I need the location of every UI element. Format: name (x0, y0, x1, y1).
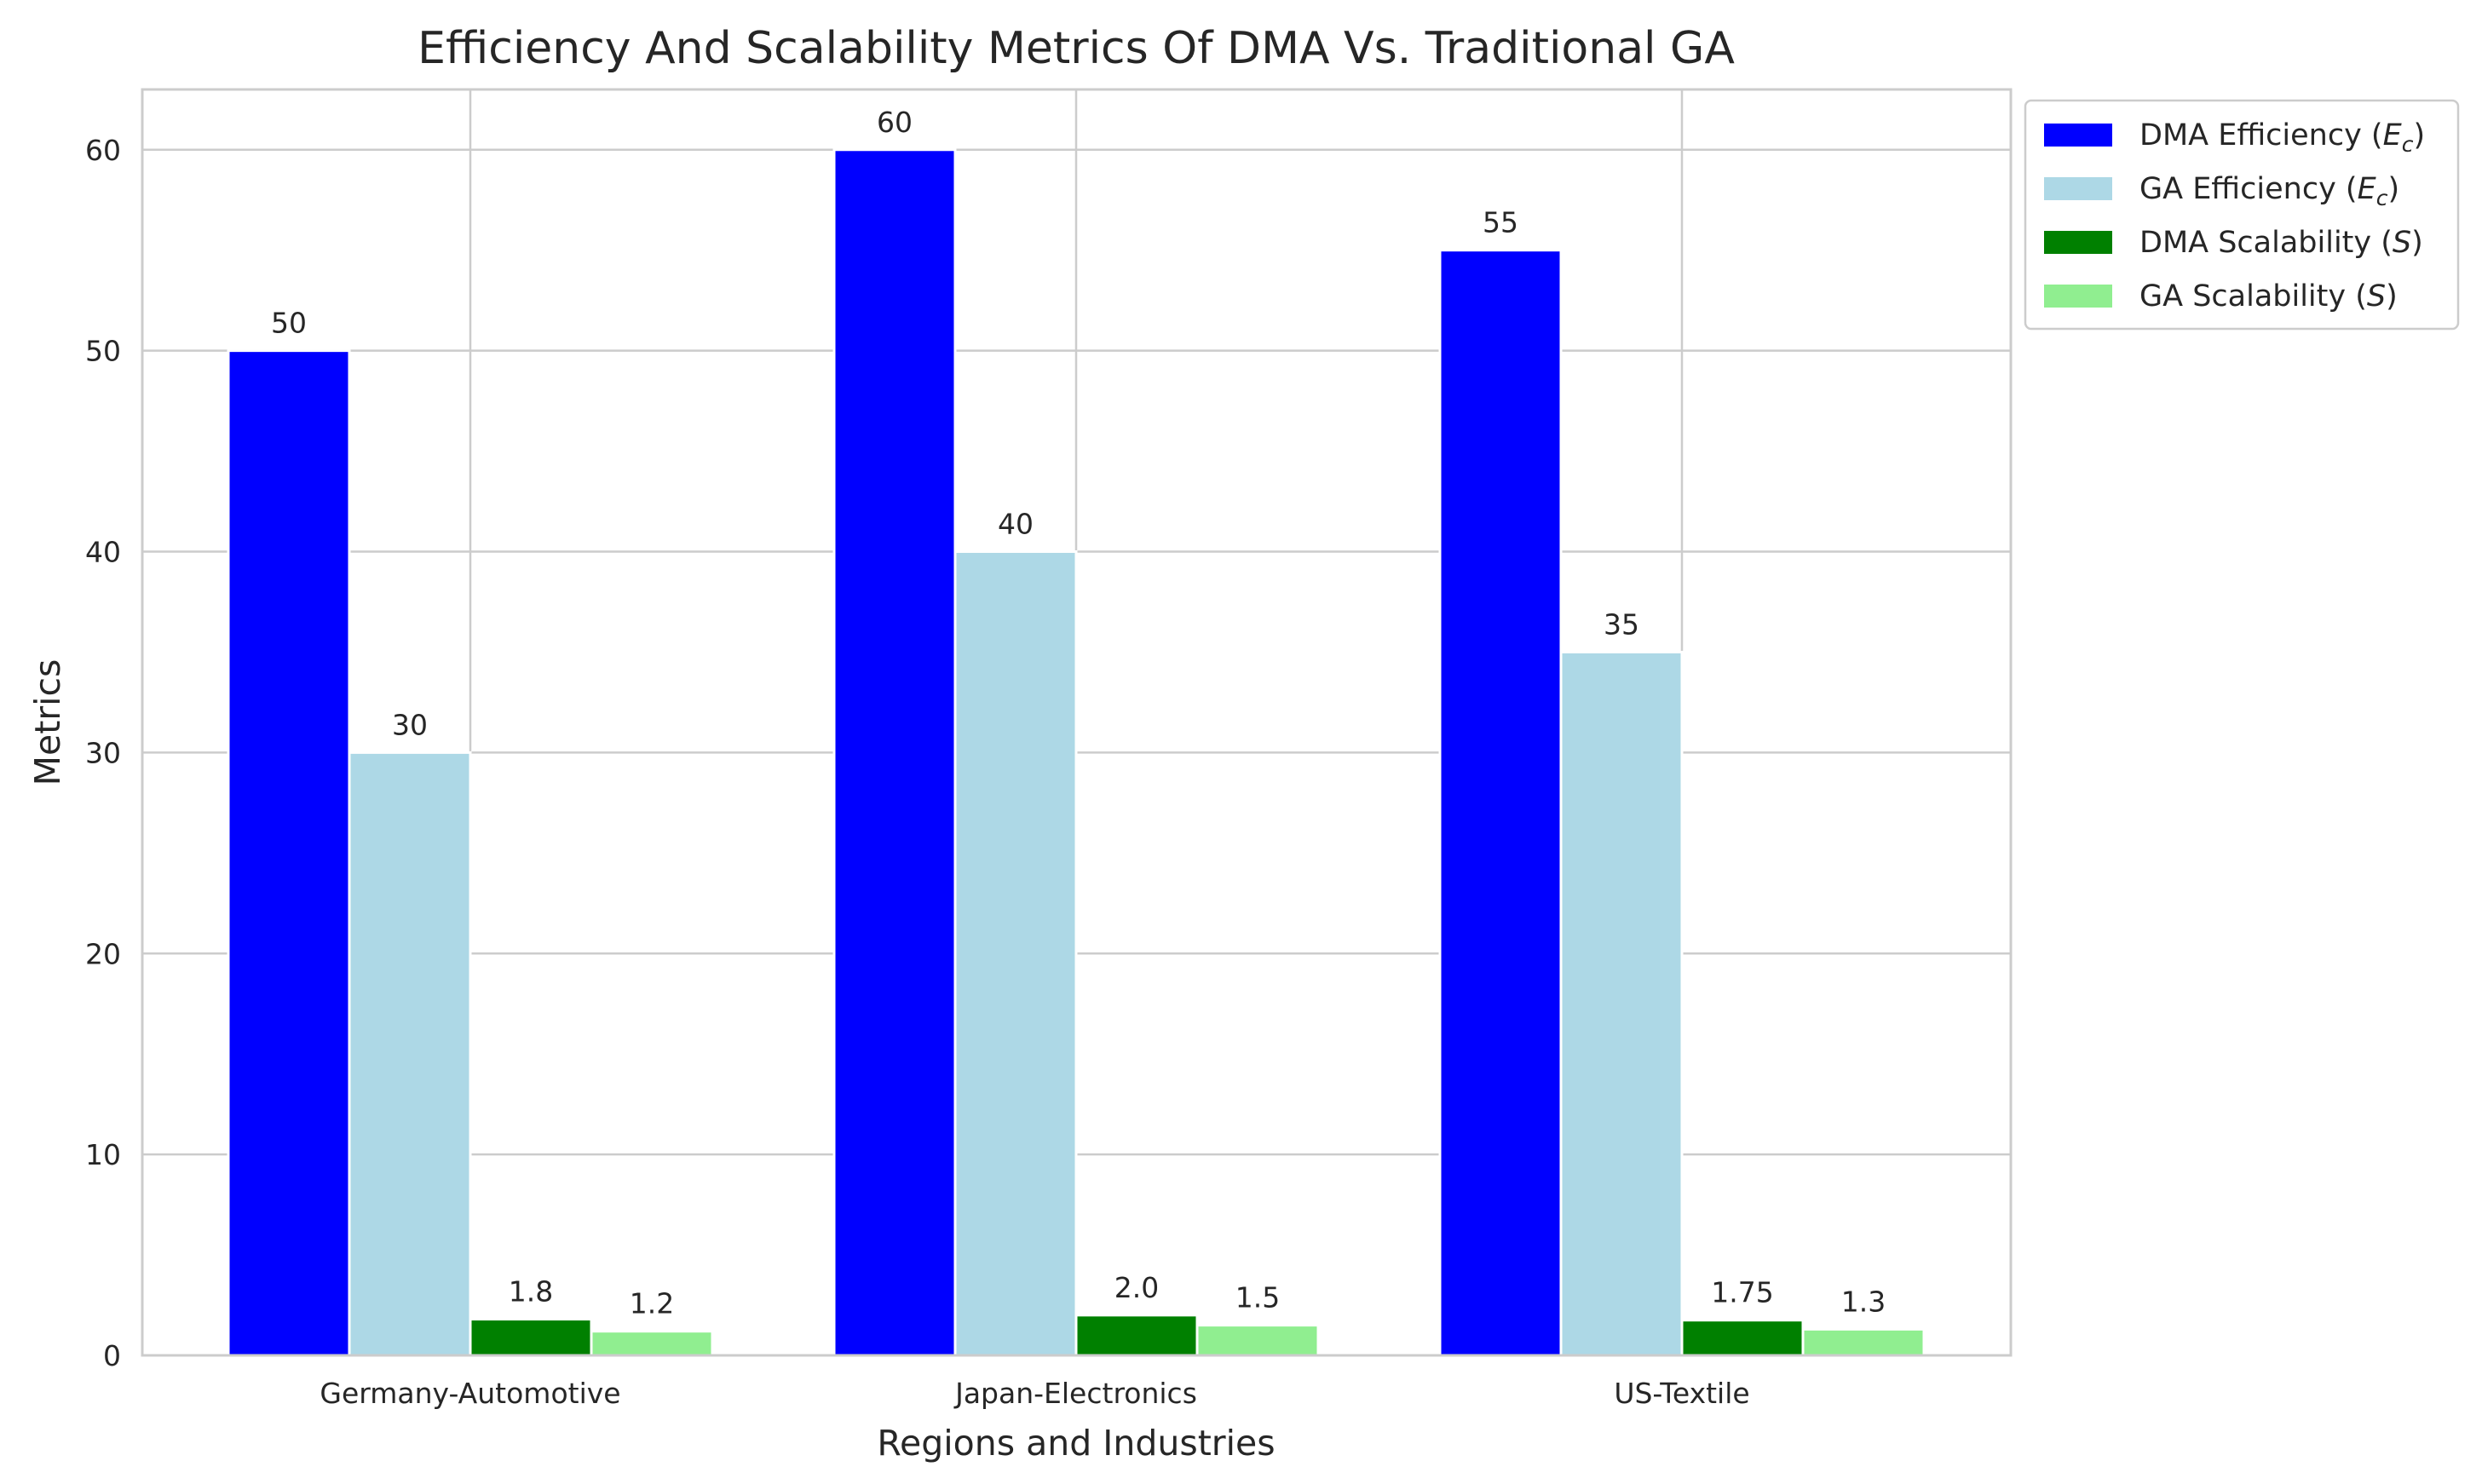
data-labels: 50 60 55 30 40 35 1.8 2.0 1.75 1.2 1.5 1.3 (271, 106, 1886, 1320)
x-tick-labels: Germany-Automotive Japan-Electronics US-Te… (320, 1377, 1749, 1410)
data-label: 1.3 (1841, 1285, 1886, 1318)
x-tick-label: Germany-Automotive (320, 1377, 620, 1410)
legend-swatch (2044, 124, 2112, 147)
bar (832, 148, 957, 1357)
bar (1559, 650, 1684, 1357)
bar (1074, 1314, 1199, 1357)
x-tick-label: Japan-Electronics (953, 1377, 1197, 1410)
y-tick-label: 50 (85, 335, 121, 368)
data-label: 1.2 (630, 1287, 674, 1320)
bars (227, 148, 1926, 1357)
y-tick-label: 30 (85, 736, 121, 769)
y-tick-labels: 0 10 20 30 40 50 60 (85, 134, 121, 1372)
chart-title: Efficiency And Scalability Metrics Of DM… (418, 23, 1735, 74)
bar (1195, 1324, 1320, 1357)
x-axis-title: Regions and Industries (877, 1423, 1275, 1464)
legend: DMA Efficiency (Ec) GA Efficiency (Ec) DMA… (2024, 99, 2460, 331)
legend-label: GA Scalability (S) (2139, 279, 2398, 313)
data-label: 60 (877, 106, 913, 139)
bar (1438, 249, 1563, 1357)
legend-swatch (2044, 177, 2112, 200)
legend-swatch (2044, 231, 2112, 254)
data-label: 40 (998, 508, 1034, 541)
y-tick-label: 40 (85, 536, 121, 569)
bar (348, 751, 472, 1357)
legend-swatch (2044, 285, 2112, 308)
y-tick-label: 10 (85, 1138, 121, 1171)
bar (1801, 1327, 1926, 1357)
x-tick-label: US-Textile (1614, 1377, 1749, 1410)
legend-label: DMA Scalability (S) (2139, 226, 2423, 260)
data-label: 2.0 (1114, 1271, 1159, 1304)
data-label: 50 (271, 307, 307, 340)
y-tick-label: 0 (103, 1339, 121, 1372)
data-label: 1.75 (1711, 1276, 1773, 1309)
bar (1680, 1319, 1805, 1357)
y-tick-label: 20 (85, 937, 121, 970)
bar (953, 550, 1078, 1357)
y-axis-title: Metrics (27, 659, 68, 786)
bar (590, 1330, 714, 1357)
bar (227, 349, 351, 1357)
data-label: 1.5 (1235, 1281, 1280, 1314)
bar (469, 1318, 593, 1357)
data-label: 35 (1604, 607, 1639, 641)
data-label: 1.8 (509, 1275, 553, 1309)
plot-frame (141, 88, 2013, 1357)
legend-label: GA Efficiency (Ec) (2139, 172, 2399, 210)
data-label: 55 (1483, 206, 1518, 239)
data-label: 30 (392, 708, 428, 741)
legend-label: DMA Efficiency (Ec) (2139, 118, 2425, 157)
y-tick-label: 60 (85, 134, 121, 167)
legend-frame (2024, 99, 2460, 331)
